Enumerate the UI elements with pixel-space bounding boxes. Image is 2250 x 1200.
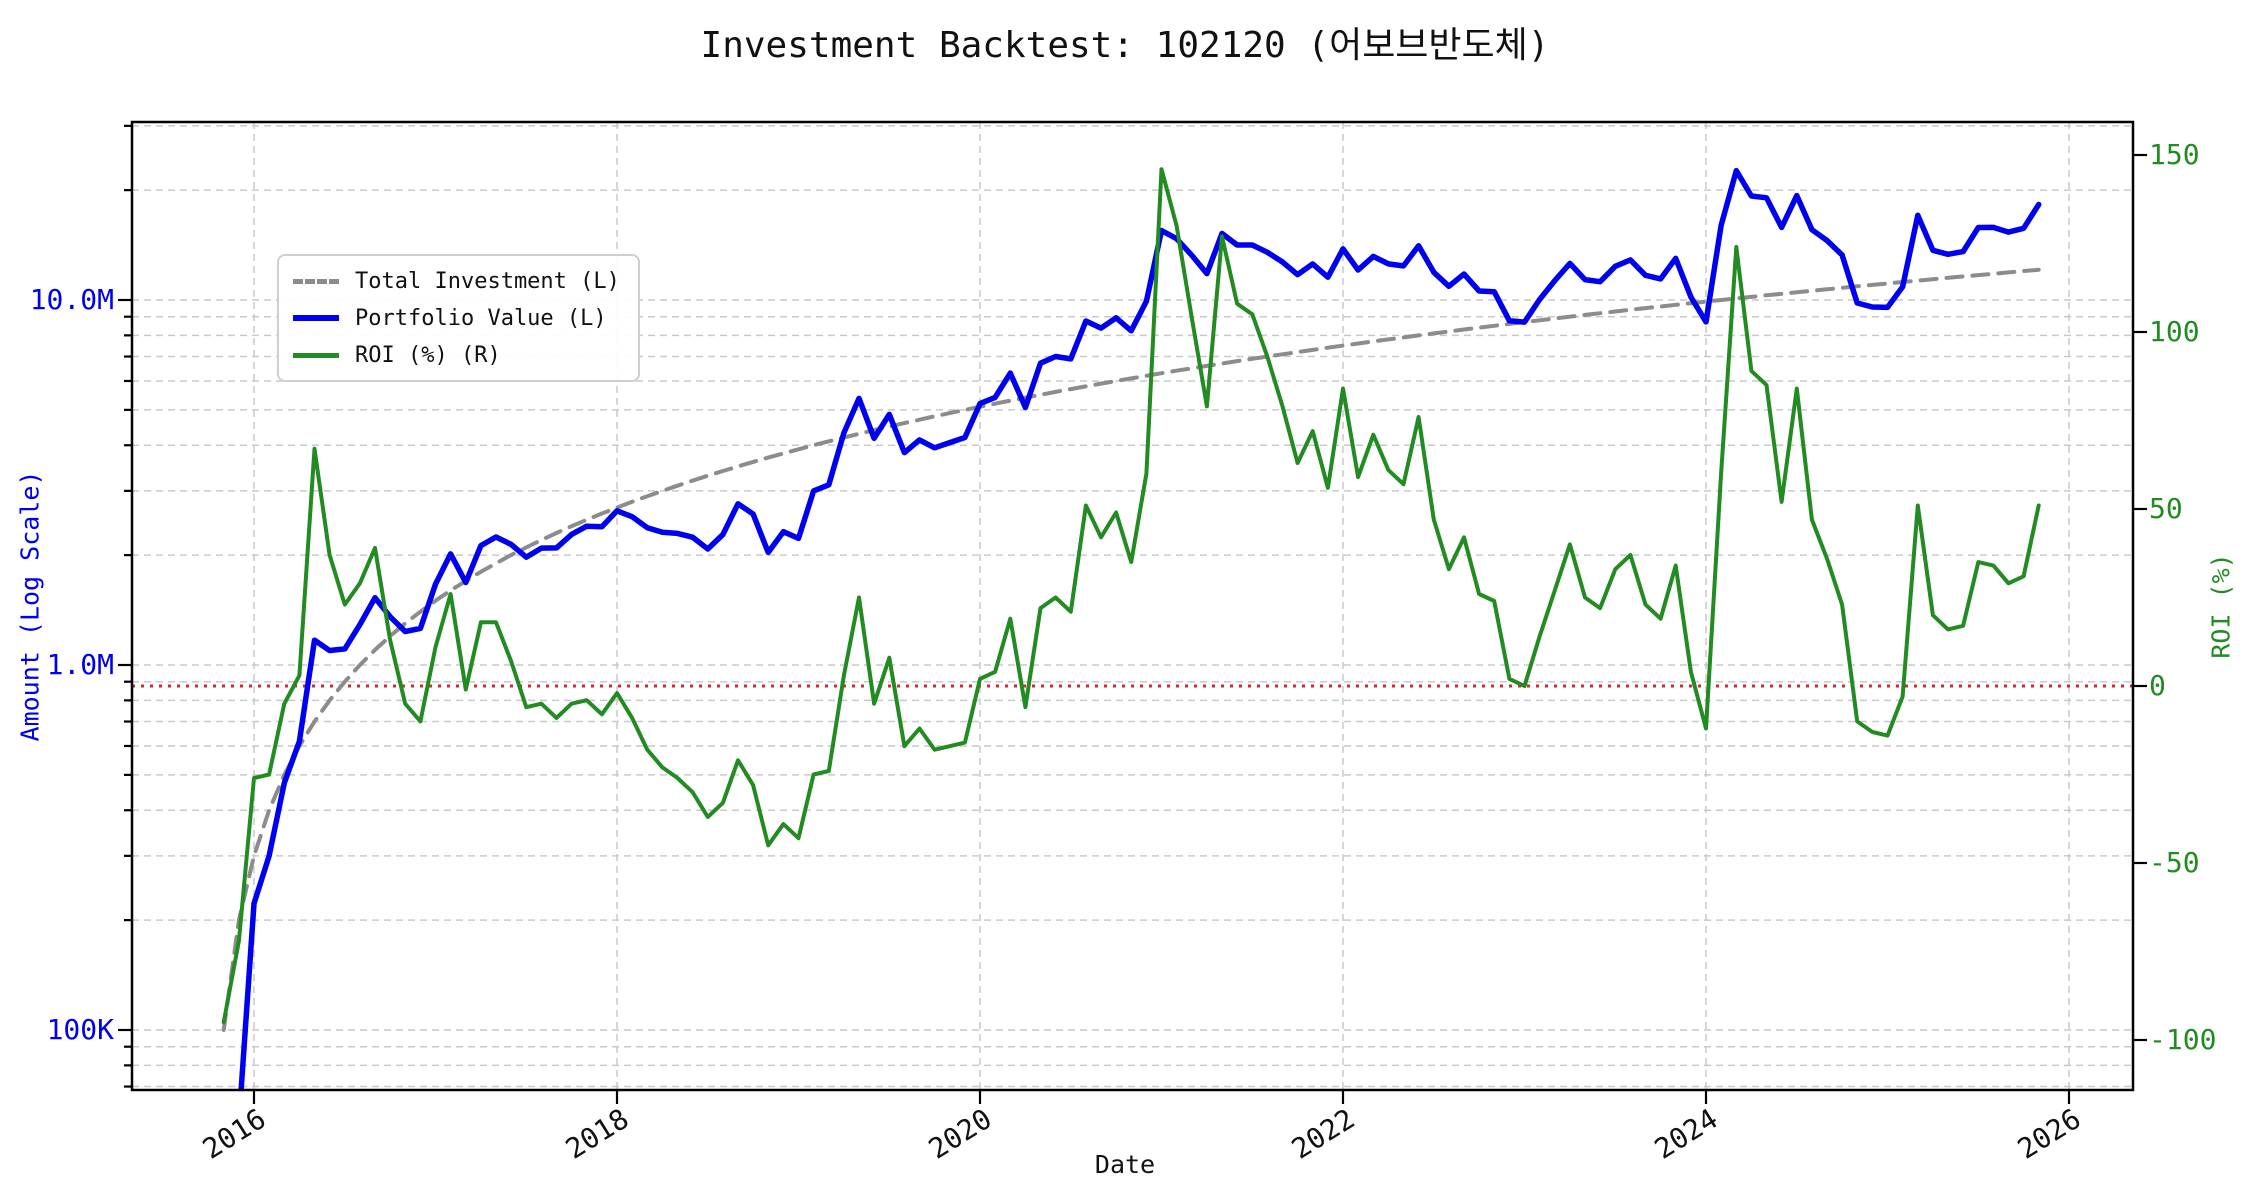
roi-line-sample [293, 352, 339, 358]
axis-ticks [118, 124, 2147, 1104]
legend-label: Total Investment (L) [355, 268, 620, 294]
left-axis-tick-10m: 10.0M [29, 283, 114, 316]
series-portfolio-value-l [238, 167, 2042, 1090]
series-roi-r [221, 167, 2041, 1025]
total-investment-line-sample [293, 278, 339, 284]
data-series [221, 167, 2042, 1090]
x-axis-title: Date [1094, 1150, 1156, 1179]
legend-item-roi: ROI (%) (R) [293, 340, 620, 370]
right-axis-tick-0: 0 [2149, 669, 2166, 702]
legend-label: Portfolio Value (L) [355, 305, 607, 331]
plot-border [130, 120, 2135, 1092]
portfolio-value-line-sample [293, 315, 339, 321]
plot-svg [118, 120, 2147, 1104]
plot-area: Total Investment (L) Portfolio Value (L)… [118, 120, 2147, 1104]
legend-item-portfolio-value: Portfolio Value (L) [293, 303, 620, 333]
right-axis-tick--100: -100 [2149, 1023, 2217, 1056]
right-axis-tick-150: 150 [2149, 138, 2200, 171]
left-axis-title: Amount (Log Scale) [15, 470, 45, 742]
legend-item-total-investment: Total Investment (L) [293, 266, 620, 296]
legend: Total Investment (L) Portfolio Value (L)… [277, 254, 640, 382]
left-axis-tick-100k: 100K [46, 1013, 114, 1046]
chart-title: Investment Backtest: 102120 (어보브반도체) [700, 25, 1550, 66]
right-axis-tick--50: -50 [2149, 846, 2200, 879]
right-axis-tick-50: 50 [2149, 492, 2183, 525]
series-total-investment-l [221, 267, 2041, 1032]
left-axis-tick-1m: 1.0M [46, 648, 114, 681]
right-axis-title: ROI (%) [2206, 553, 2236, 659]
right-axis-tick-100: 100 [2149, 315, 2200, 348]
legend-label: ROI (%) (R) [355, 342, 501, 368]
